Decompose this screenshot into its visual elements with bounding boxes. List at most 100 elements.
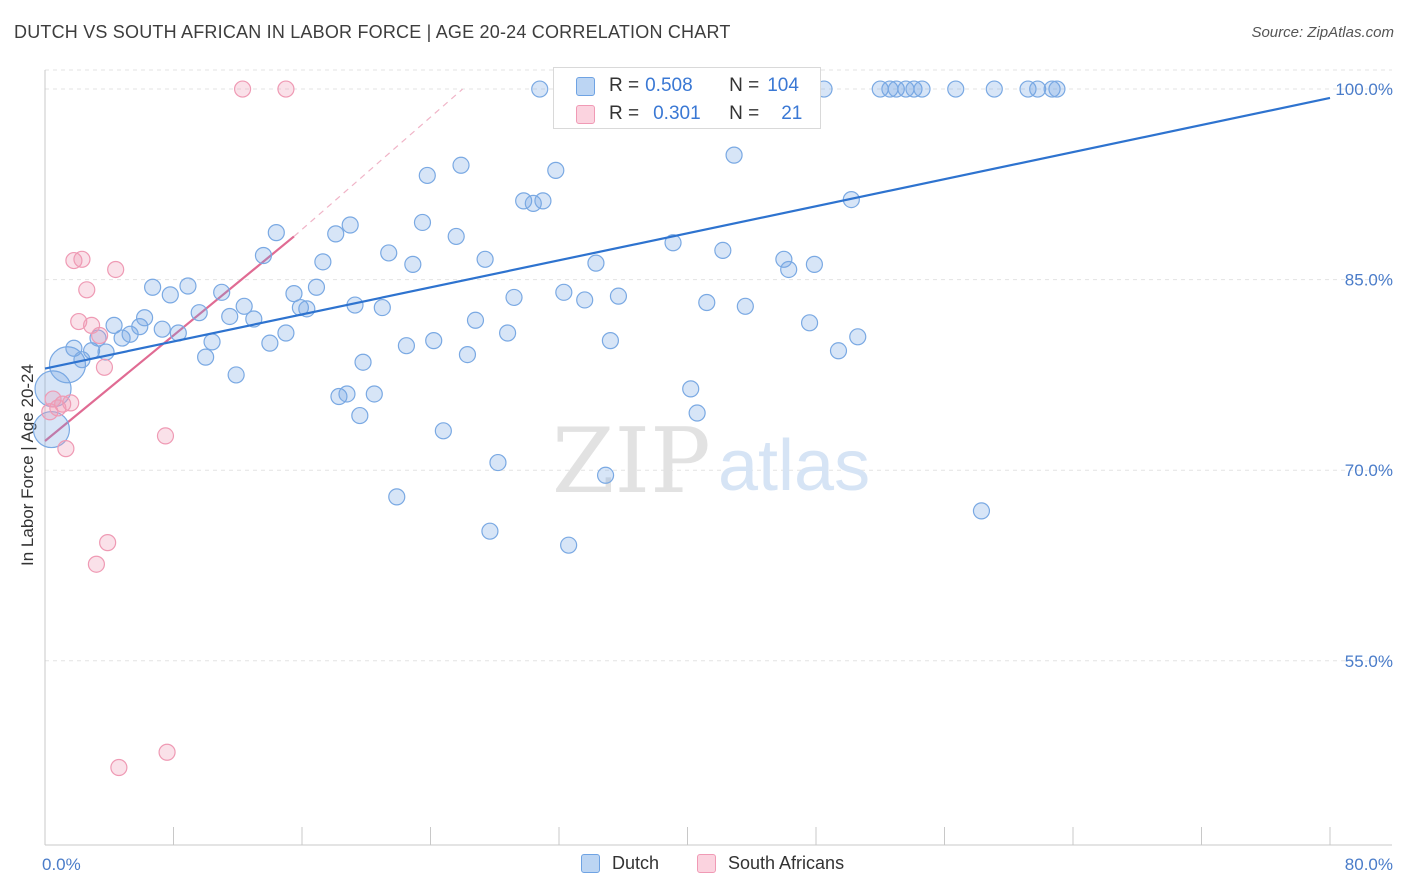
dutch-point [235, 297, 253, 315]
south-african-swatch [576, 104, 595, 124]
legend-sa-swatch [697, 854, 716, 873]
y-tick-label: 100.0% [1335, 80, 1393, 99]
dutch-point [314, 253, 332, 271]
dutch-point [534, 192, 552, 210]
legend-dutch-swatch [581, 854, 600, 873]
dutch-point [144, 278, 162, 296]
dutch-point [947, 80, 965, 98]
dutch-r-value: 0.508 [645, 75, 693, 96]
dutch-point [452, 156, 470, 174]
dutch-point [418, 166, 436, 185]
south-african-point [107, 260, 125, 279]
sa-n-value: 21 [781, 103, 803, 124]
dutch-point [1019, 80, 1037, 98]
south-african-point [233, 80, 252, 98]
dutch-point [489, 453, 507, 472]
south-african-point [70, 312, 88, 331]
dutch-point [351, 406, 369, 425]
dutch-point [596, 466, 615, 484]
south-african-point [87, 555, 106, 573]
south-african-point [78, 281, 96, 299]
dutch-point [481, 522, 499, 540]
south-african-point [110, 758, 128, 777]
y-tick-label: 70.0% [1345, 461, 1393, 480]
legend-sa-label: South Africans [728, 853, 845, 873]
dutch-swatch [576, 76, 595, 96]
dutch-point [388, 488, 406, 506]
dutch-point [780, 260, 798, 279]
dutch-point [380, 244, 398, 262]
dutch-point [985, 80, 1003, 98]
dutch-point [913, 80, 931, 98]
dutch-point [736, 297, 754, 315]
south-african-point [158, 743, 176, 761]
south-african-point [277, 80, 295, 98]
dutch-point [327, 225, 345, 243]
dutch-r-label: R = [609, 75, 640, 96]
dutch-point [805, 255, 823, 273]
dutch-trendline [44, 96, 1331, 370]
axes [44, 70, 1392, 846]
south-african-trendline-extension [293, 88, 464, 237]
stats-row-dutch: R = 0.508 N = 104 [576, 72, 799, 100]
dutch-point [190, 304, 208, 322]
dutch-point [365, 385, 383, 403]
dutch-point [153, 320, 171, 338]
dutch-point [261, 334, 279, 352]
south-african-trendline [44, 88, 464, 442]
dutch-point [698, 293, 716, 312]
dutch-point [972, 502, 991, 520]
dutch-point [307, 278, 326, 296]
dutch-point [105, 316, 123, 334]
dutch-points [32, 80, 1066, 554]
dutch-point [1048, 80, 1066, 98]
dutch-point [413, 213, 432, 232]
y-tick-labels: 100.0% 85.0% 70.0% 55.0% [1335, 80, 1393, 671]
y-tick-label: 85.0% [1345, 271, 1393, 290]
sa-n-label: N = [729, 103, 760, 124]
dutch-point [113, 329, 131, 347]
dutch-point [576, 291, 594, 309]
gridlines [45, 69, 1392, 662]
dutch-point [587, 254, 605, 272]
y-tick-label: 55.0% [1345, 652, 1393, 671]
dutch-point [254, 246, 273, 265]
dutch-point [135, 309, 154, 327]
dutch-point [285, 285, 303, 303]
south-african-trendline-segment [44, 235, 295, 442]
dutch-trendline-segment [44, 96, 1331, 370]
dutch-point [458, 345, 477, 364]
dutch-point [524, 194, 542, 213]
dutch-point [373, 298, 391, 317]
dutch-point [476, 250, 494, 268]
south-african-point [41, 403, 59, 421]
dutch-point [213, 283, 231, 301]
dutch-point [601, 332, 620, 350]
watermark-atlas: atlas [718, 426, 870, 506]
watermark-zip: ZIP [552, 409, 711, 514]
dutch-point [404, 255, 422, 273]
south-african-point [73, 250, 91, 268]
dutch-point [682, 380, 700, 398]
dutch-point [338, 385, 356, 403]
dutch-point [887, 80, 905, 98]
dutch-point [131, 318, 149, 336]
dutch-point [425, 332, 443, 350]
south-african-point [57, 440, 75, 458]
bottom-legend: Dutch South Africans [0, 851, 1406, 879]
dutch-point [197, 348, 215, 366]
dutch-point [227, 366, 245, 384]
dutch-point [505, 288, 523, 307]
dutch-point [466, 311, 485, 329]
chart-title: DUTCH VS SOUTH AFRICAN IN LABOR FORCE | … [14, 22, 731, 42]
x-tick-label: 0.0% [42, 855, 81, 874]
legend-item-south-african: South Africans [697, 853, 844, 874]
dutch-point [499, 324, 517, 342]
dutch-n-label: N = [729, 75, 760, 96]
stats-legend-box: R = 0.508 N = 104 R = 0.301 N = 21 [553, 67, 821, 129]
south-african-point [62, 394, 80, 412]
stats-row-south-african: R = 0.301 N = 21 [576, 100, 802, 128]
dutch-point [714, 241, 732, 260]
x-tick-labels: 0.0% 80.0% [42, 855, 1393, 874]
